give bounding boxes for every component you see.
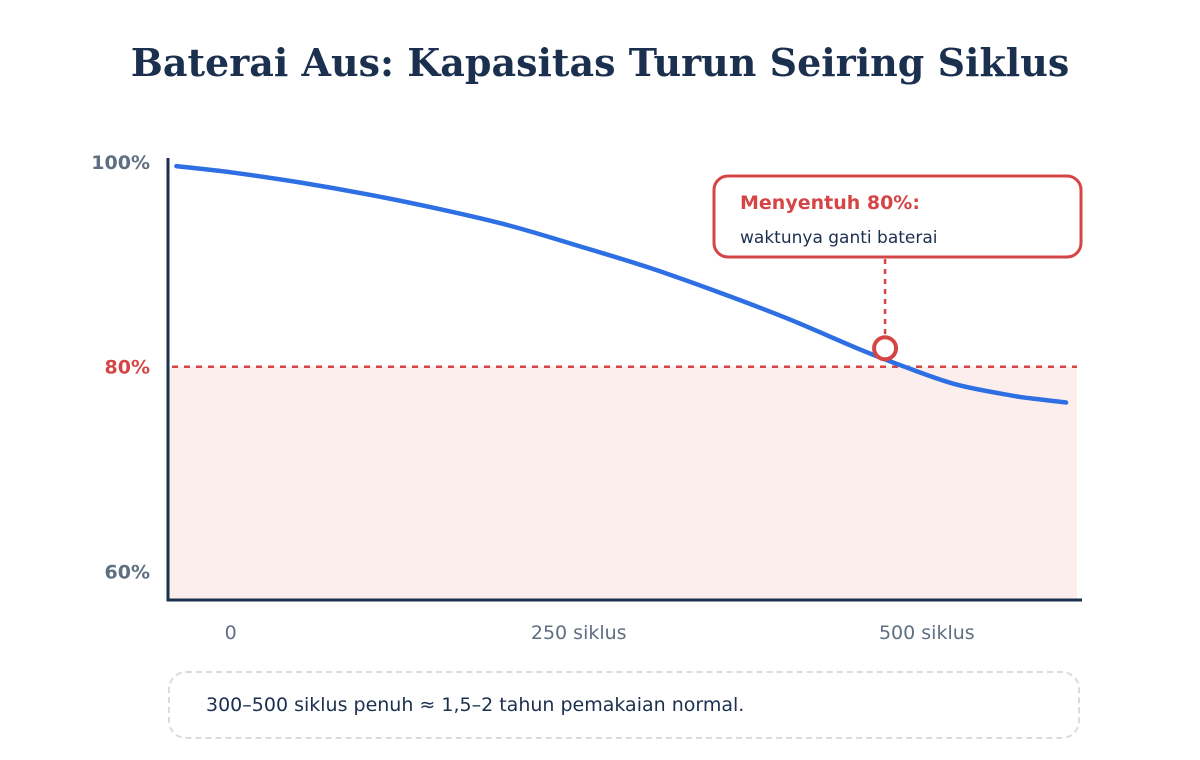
x-tick-label: 250 siklus [531, 622, 627, 644]
capacity-line [174, 163, 1069, 405]
x-tick-label: 500 siklus [879, 622, 975, 644]
x-tick-label: 0 [225, 622, 237, 644]
x-tick-labels: 0 250 siklus 500 siklus [225, 622, 975, 644]
callout-border [712, 174, 1083, 259]
footnote-box: 300–500 siklus penuh ≈ 1,5–2 tahun pemak… [168, 671, 1080, 739]
footnote-text: 300–500 siklus penuh ≈ 1,5–2 tahun pemak… [206, 694, 745, 716]
y-tick-labels: 100% 80% 60% [91, 152, 150, 583]
callout-box: Menyentuh 80%: waktunya ganti baterai [712, 174, 1083, 259]
y-tick-label: 60% [105, 561, 150, 583]
threshold-marker [872, 335, 899, 362]
callout-text: waktunya ganti baterai [740, 228, 938, 248]
callout-title: Menyentuh 80%: [740, 192, 920, 214]
y-tick-label: 80% [105, 357, 150, 379]
chart-title: Baterai Aus: Kapasitas Turun Seiring Sik… [131, 40, 1070, 85]
plot-area: 100% 80% 60% 0 250 siklus 500 siklus Menyent… [91, 152, 1083, 644]
below-threshold-fill [168, 366, 1077, 600]
y-tick-label: 100% [91, 152, 150, 174]
